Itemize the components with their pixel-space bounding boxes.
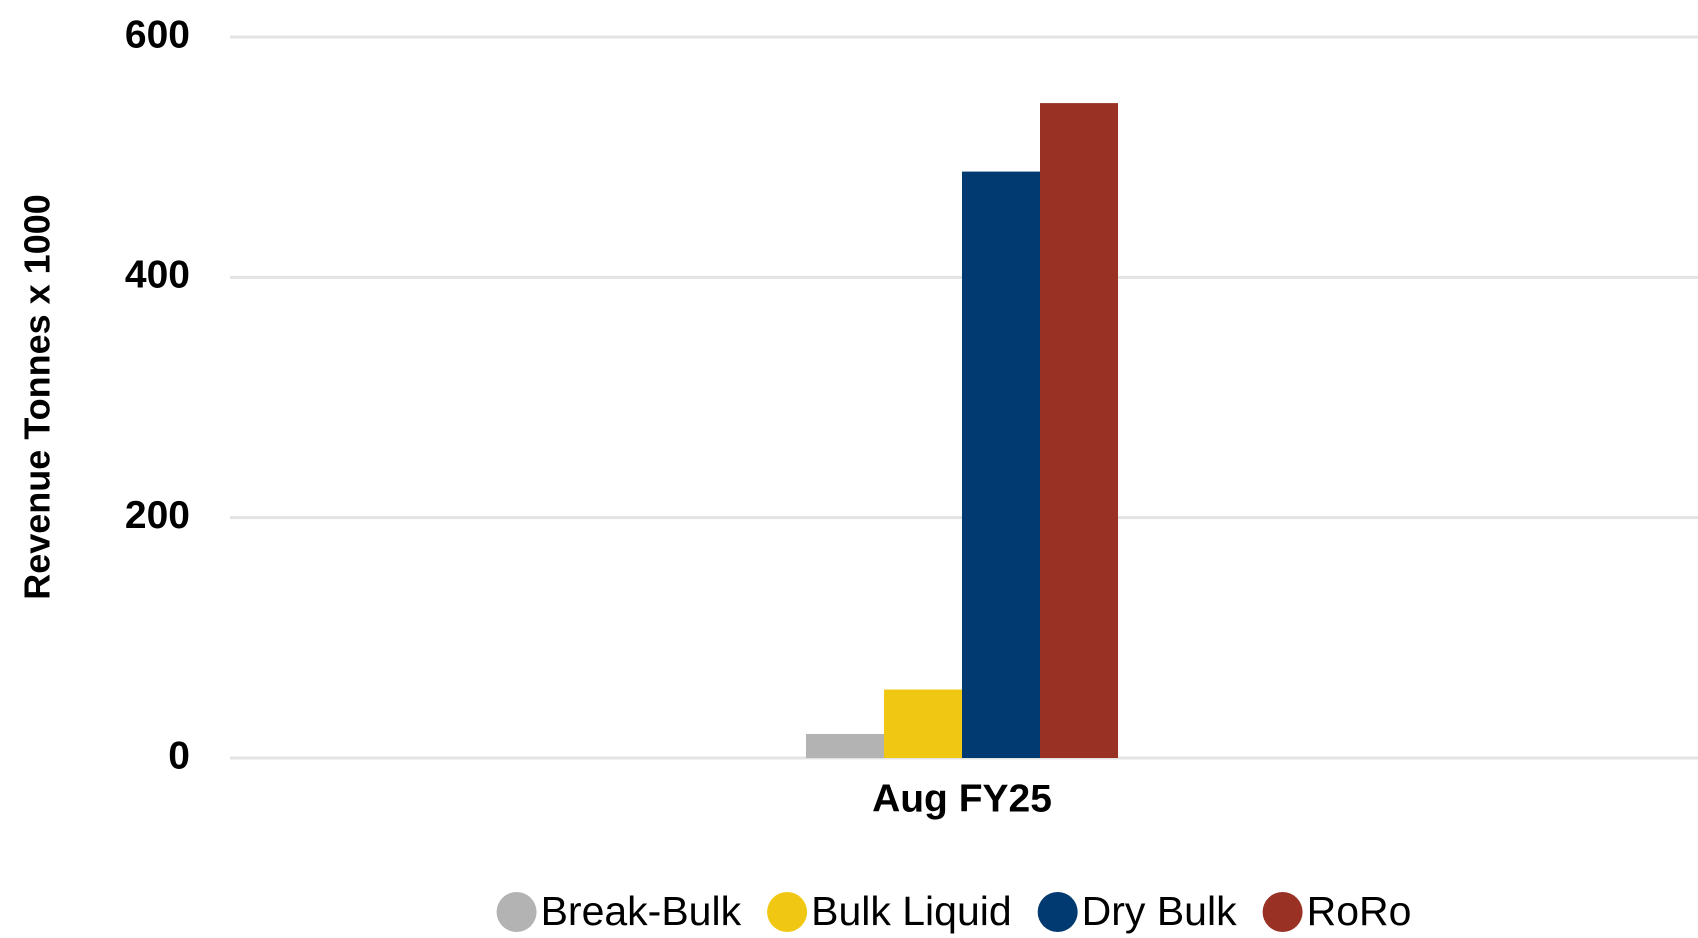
y-tick-label: 0 bbox=[168, 734, 190, 777]
legend-marker bbox=[1262, 892, 1303, 932]
y-tick-label: 600 bbox=[125, 13, 190, 56]
legend-label: Dry Bulk bbox=[1082, 888, 1237, 934]
bar bbox=[962, 171, 1040, 758]
bar bbox=[884, 689, 962, 758]
bar bbox=[1040, 103, 1118, 758]
y-axis-title: Revenue Tonnes x 1000 bbox=[17, 194, 58, 600]
y-tick-label: 200 bbox=[125, 494, 190, 537]
y-tick-label: 400 bbox=[125, 254, 190, 297]
legend-marker bbox=[767, 892, 808, 932]
legend-label: RoRo bbox=[1307, 888, 1412, 934]
legend-label: Bulk Liquid bbox=[811, 888, 1012, 934]
legend-marker bbox=[1037, 892, 1078, 932]
legend-marker bbox=[496, 892, 537, 932]
bar bbox=[806, 733, 884, 758]
x-tick-label: Aug FY25 bbox=[872, 777, 1052, 820]
legend-label: Break-Bulk bbox=[541, 888, 742, 934]
